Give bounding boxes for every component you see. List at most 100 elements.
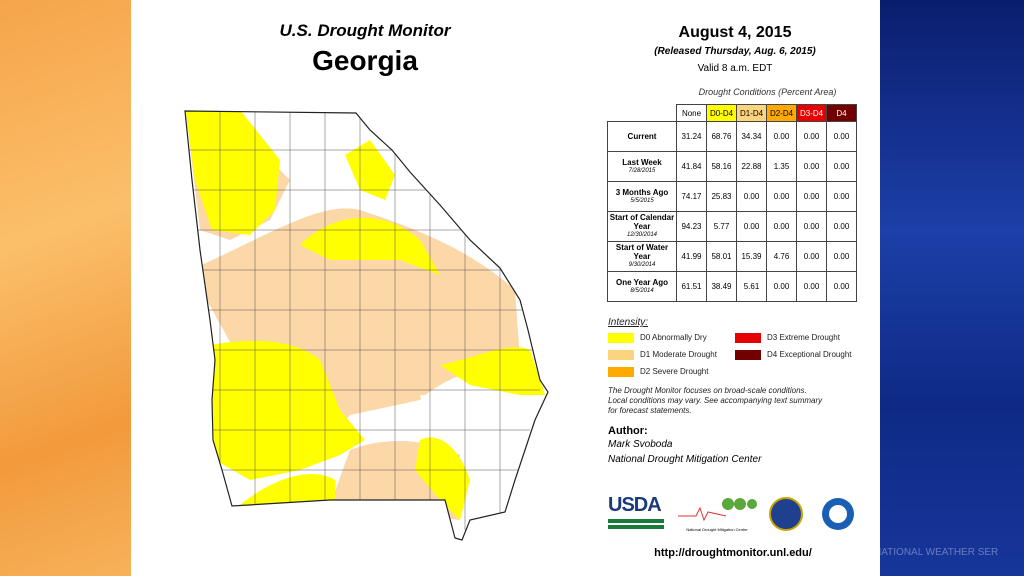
table-cell: 41.84 [676,151,707,182]
title: U.S. Drought Monitor [279,21,451,40]
table-cell: 0.00 [826,241,857,272]
agency-seals [769,497,854,531]
row-label: 3 Months Ago 5/5/2015 [607,181,677,212]
legend-label: D2 Severe Drought [640,367,709,377]
table-cell: 0.00 [766,121,797,152]
row-date: 8/5/2014 [630,287,654,294]
table-cell: 0.00 [826,181,857,212]
row-name: Start of Calendar Year [609,213,675,231]
ndmc-logo: National Drought Mitigation Center [676,496,758,532]
table-cell: 0.00 [796,151,827,182]
table-cell: 74.17 [676,181,707,212]
author-org: National Drought Mitigation Center [608,454,762,465]
table-cell: 58.16 [706,151,737,182]
legend-item: D4 Exceptional Drought [735,350,852,360]
legend-swatch [735,350,761,360]
row-label: Current [607,121,677,152]
table-cell: 41.99 [676,241,707,272]
row-date: 7/28/2015 [628,167,656,174]
row-label: Last Week 7/28/2015 [607,151,677,182]
table-cell: 0.00 [796,121,827,152]
legend-swatch [735,333,761,343]
table-cell: 0.00 [826,271,857,302]
legend-swatch [608,333,634,343]
table-cell: 0.00 [736,181,767,212]
legend-swatch [608,367,634,377]
table-cell: 1.35 [766,151,797,182]
table-cell: 25.83 [706,181,737,212]
table-cell: 0.00 [766,271,797,302]
row-date: 12/30/2014 [626,232,658,238]
table-cell: 58.01 [706,241,737,272]
ndmc-trees [678,498,757,522]
left-background [0,0,131,576]
table-cell: 0.00 [766,211,797,242]
legend-label: D1 Moderate Drought [640,350,717,360]
row-date: 5/5/2015 [630,197,654,204]
url[interactable]: http://droughtmonitor.unl.edu/ [654,547,812,559]
table-cell: 34.34 [736,121,767,152]
table-cell: 0.00 [826,151,857,182]
corner-cell [607,104,677,122]
table-cell: 0.00 [796,181,827,212]
header-row: None D0-D4 D1-D4 D2-D4 D3-D4 D4 [607,104,857,122]
table-cell: 15.39 [736,241,767,272]
table-cell: 0.00 [796,271,827,302]
table-cell: 0.00 [796,241,827,272]
legend-item: D1 Moderate Drought [608,350,717,360]
table-cell: 0.00 [796,211,827,242]
table-row: Last Week 7/28/2015 41.84 58.16 22.88 1.35 0.0… [607,151,857,182]
column-header: D4 [826,104,857,122]
table-cell: 61.51 [676,271,707,302]
watermark: NATIONAL WEATHER SER [874,547,999,558]
table-row: Current 31.24 68.76 34.34 0.00 0.00 0.00 [607,121,857,152]
note-line: Local conditions may vary. See accompany… [608,396,823,405]
map [184,110,549,541]
state: Georgia [312,45,418,76]
usda-text: USDA [608,494,662,516]
table-row: One Year Ago 8/5/2014 61.51 38.49 5.61 0.00 0.… [607,271,857,302]
table-cell: 0.00 [826,211,857,242]
legend-label: D0 Abnormally Dry [640,333,707,343]
usda-logo: USDA [608,494,664,532]
column-header: D3-D4 [796,104,827,122]
right-background: NATIONAL WEATHER SER [874,0,1024,576]
table-row: 3 Months Ago 5/5/2015 74.17 25.83 0.00 0.00 0.… [607,181,857,212]
row-name: Start of Water Year [615,243,669,261]
legend-swatch [608,350,634,360]
conditions-table: None D0-D4 D1-D4 D2-D4 D3-D4 D4 Current 31.24 68… [607,104,857,302]
valid: Valid 8 a.m. EDT [697,63,773,74]
table-row: Start of Calendar Year 12/30/2014 94.23 5.7… [607,211,857,242]
legend-label: D4 Exceptional Drought [767,350,852,360]
table-cell: 38.49 [706,271,737,302]
date: August 4, 2015 [678,24,792,41]
row-label: One Year Ago 8/5/2014 [607,271,677,302]
column-header: D2-D4 [766,104,797,122]
table-cell: 0.00 [766,181,797,212]
table-cell: 5.61 [736,271,767,302]
table-cell: 22.88 [736,151,767,182]
row-name: One Year Ago [615,277,669,287]
row-date: 9/30/2014 [628,262,656,268]
table-cell: 31.24 [676,121,707,152]
table-cell: 4.76 [766,241,797,272]
legend-item: D0 Abnormally Dry [608,333,707,343]
note-line: for forecast statements. [608,406,692,415]
author-heading: Author: [608,425,648,437]
column-header: D1-D4 [736,104,767,122]
ndmc-text: National Drought Mitigation Center [686,527,748,532]
row-label: Start of Calendar Year 12/30/2014 [607,211,677,242]
row-name: Last Week [622,157,662,167]
released: (Released Thursday, Aug. 6, 2015) [654,46,816,57]
column-header: None [676,104,707,122]
table-caption: Drought Conditions (Percent Area) [698,87,837,97]
column-header: D0-D4 [706,104,737,122]
table-cell: 94.23 [676,211,707,242]
author-name: Mark Svoboda [608,439,673,450]
table-cell: 5.77 [706,211,737,242]
table-cell: 0.00 [736,211,767,242]
note: The Drought Monitor focuses on broad-sca… [608,386,822,416]
row-name: Current [627,132,657,141]
note-line: The Drought Monitor focuses on broad-sca… [608,386,807,395]
